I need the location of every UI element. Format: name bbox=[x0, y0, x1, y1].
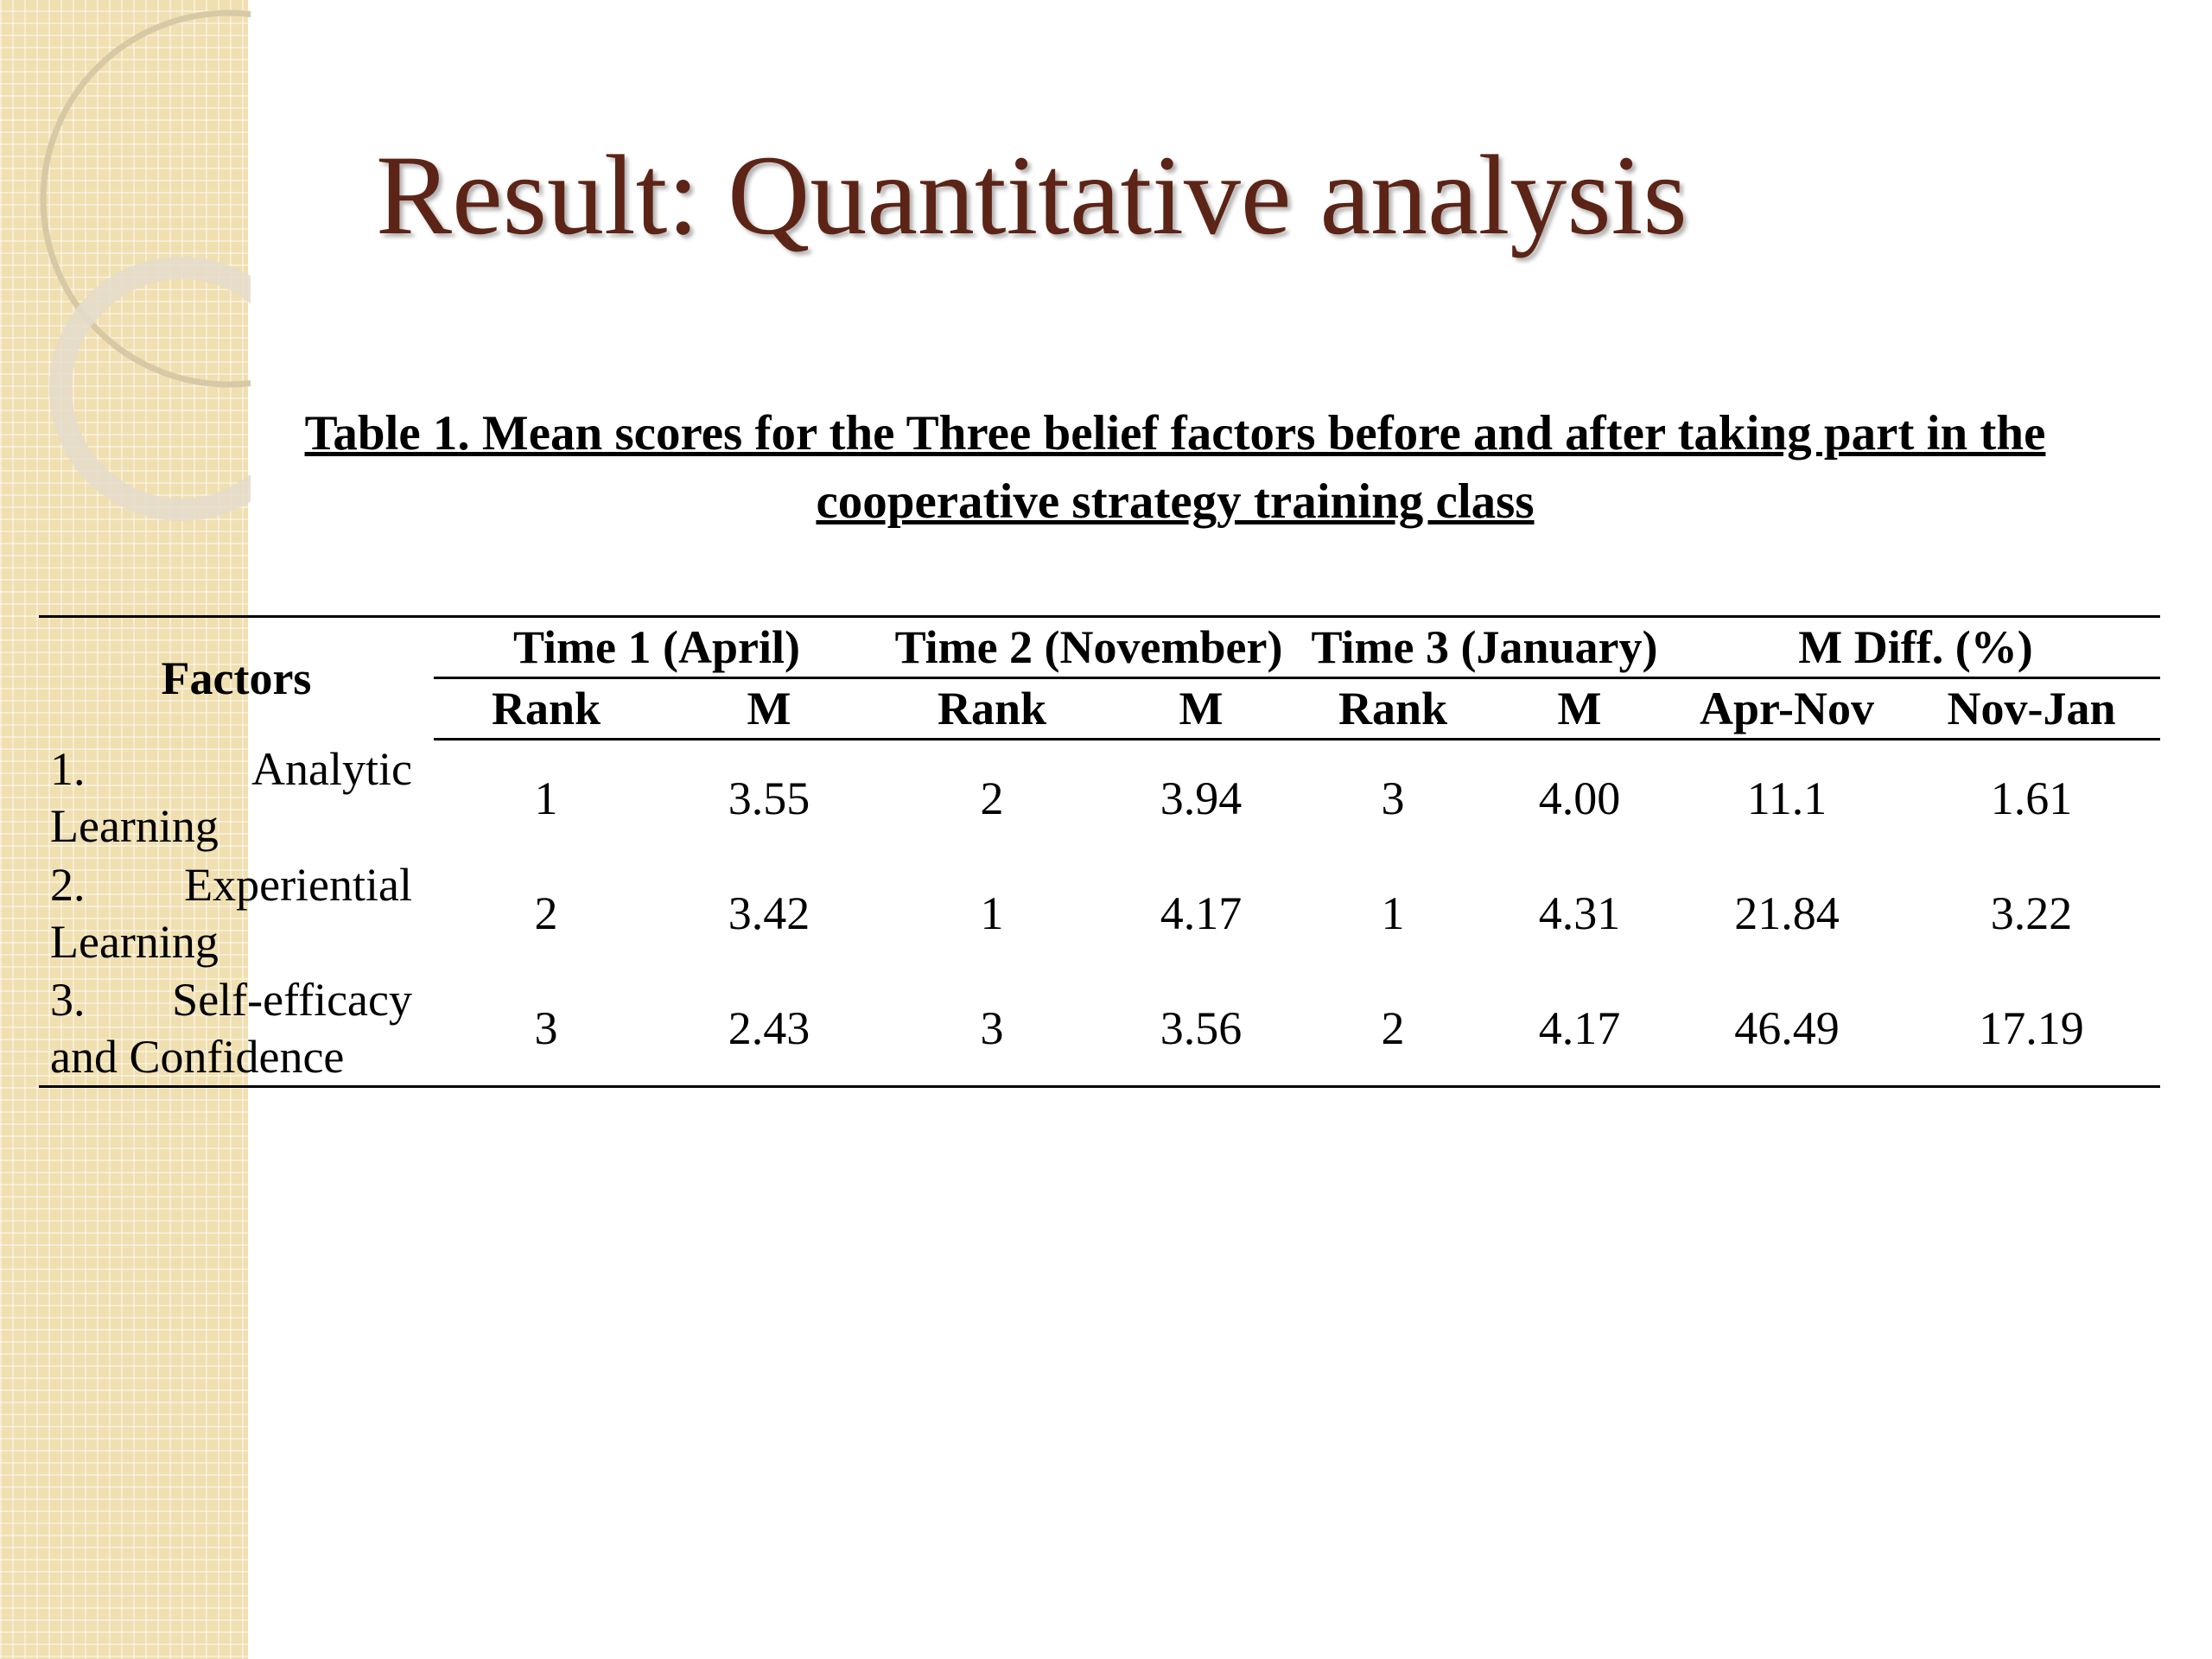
group-header: Time 1 (April) bbox=[434, 615, 880, 679]
slide-title: Result: Quantitative analysis bbox=[376, 131, 1688, 258]
value-cell: 11.1 bbox=[1746, 772, 1827, 824]
value-cell: 3.56 bbox=[1104, 970, 1298, 1088]
table-row: 3. Self-efficacy and Confidence 3 2.43 3 3.5… bbox=[39, 970, 2160, 1088]
subheader-cell: M bbox=[1488, 677, 1671, 741]
value-cell: 1.61 bbox=[1990, 772, 2073, 824]
value-cell: 4.17 bbox=[1160, 887, 1243, 939]
value-cell: 1 bbox=[1381, 887, 1405, 939]
value-cell: 3 bbox=[880, 970, 1104, 1088]
header-row: Factors Time 1 (April) Time 2 (November) Ti… bbox=[39, 615, 2160, 740]
value-cell: 3.42 bbox=[728, 887, 810, 939]
subheader-cell: Apr-Nov bbox=[1671, 677, 1903, 741]
decor-ring bbox=[40, 10, 251, 388]
value-cell: 21.84 bbox=[1734, 887, 1840, 939]
value-cell: 4.00 bbox=[1538, 772, 1621, 824]
value-cell: 3.22 bbox=[1990, 887, 2073, 939]
value-cell: 1 bbox=[980, 887, 1004, 939]
value-cell: 46.49 bbox=[1671, 970, 1903, 1088]
subheader-cell: Rank bbox=[880, 677, 1104, 741]
value-cell: 1 bbox=[534, 772, 558, 824]
table-row: 1. Analytic Learning 1 3.55 2 3.94 3 4.00 11.1 1… bbox=[39, 740, 2160, 856]
results-table: Factors Time 1 (April) Time 2 (November) Ti… bbox=[39, 615, 2160, 1088]
value-cell: 2 bbox=[1298, 970, 1488, 1088]
value-cell: 17.19 bbox=[1903, 970, 2160, 1088]
subheader-cell: Nov-Jan bbox=[1903, 677, 2160, 741]
value-cell: 4.17 bbox=[1488, 970, 1671, 1088]
value-cell: 2 bbox=[980, 772, 1004, 824]
subheader-cell: M bbox=[658, 677, 880, 741]
subheader-row: Rank M Rank M Rank M Apr-Nov Nov-Jan bbox=[39, 677, 2160, 741]
subheader-cell: M bbox=[1104, 677, 1298, 741]
group-header: Time 3 (January) bbox=[1298, 615, 1671, 679]
table-head: Factors Time 1 (April) Time 2 (November) Ti… bbox=[39, 615, 2160, 741]
value-cell: 2.43 bbox=[658, 970, 880, 1088]
value-cell: 3.55 bbox=[728, 772, 810, 824]
group-header: M Diff. (%) bbox=[1671, 615, 2160, 679]
header-cell: Factors bbox=[39, 615, 434, 740]
subheader-cell: Rank bbox=[1298, 677, 1488, 741]
value-cell: 3 bbox=[434, 970, 658, 1088]
factor-cell: 2. Experiential Learning bbox=[50, 858, 412, 968]
value-cell: 3.94 bbox=[1160, 772, 1243, 824]
value-cell: 4.31 bbox=[1538, 887, 1621, 939]
value-cell: 3 bbox=[1381, 772, 1405, 824]
table-body: 1. Analytic Learning 1 3.55 2 3.94 3 4.00 11.1 1… bbox=[39, 740, 2160, 1088]
decor-ring bbox=[49, 257, 251, 521]
subheader-cell: Rank bbox=[434, 677, 658, 741]
value-cell: 2 bbox=[534, 887, 558, 939]
group-header: Time 2 (November) bbox=[880, 615, 1298, 679]
table-row: 2. Experiential Learning 2 3.42 1 4.17 1 4.31 2… bbox=[39, 855, 2160, 970]
table-caption: Table 1. Mean scores for the Three belie… bbox=[304, 406, 2046, 529]
decor-circles bbox=[40, 10, 251, 521]
factor-cell: 3. Self-efficacy and Confidence bbox=[39, 970, 434, 1088]
factor-cell: 1. Analytic Learning bbox=[50, 742, 412, 852]
